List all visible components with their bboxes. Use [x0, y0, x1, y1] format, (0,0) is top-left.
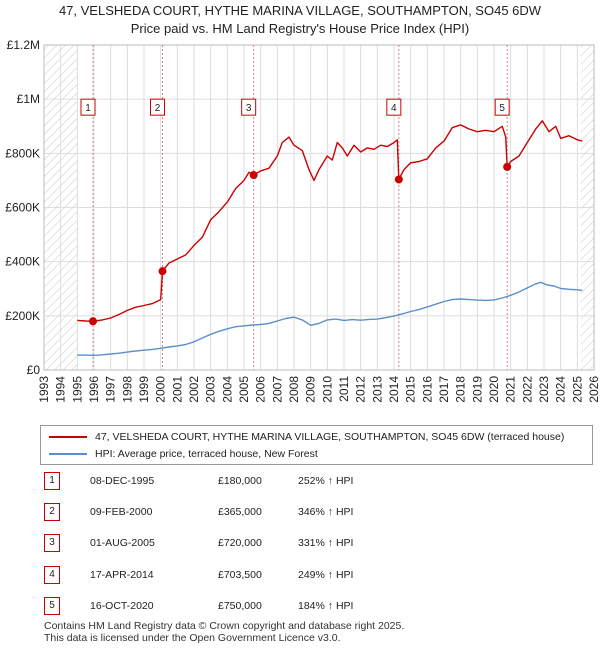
sale-point	[158, 267, 167, 276]
sale-point	[394, 175, 403, 184]
footer: Contains HM Land Registry data © Crown c…	[44, 620, 404, 644]
x-tick-label: 1996	[87, 376, 101, 403]
x-tick-label: 2000	[154, 376, 168, 403]
x-tick-label: 2006	[254, 376, 268, 403]
sale-row: 4 17-APR-2014 £703,500 249% ↑ HPI	[40, 566, 480, 584]
sale-point	[89, 317, 97, 326]
x-tick-label: 2017	[437, 376, 451, 403]
sale-price: £180,000	[218, 475, 262, 487]
x-tick-label: 2013	[370, 376, 384, 403]
x-tick-label: 2002	[187, 376, 201, 403]
sale-number: 3	[44, 534, 60, 552]
hpi-line	[77, 281, 583, 357]
x-tick-label: 2025	[570, 376, 584, 403]
plot-border	[43, 44, 595, 371]
sale-hpi-change: 184% ↑ HPI	[298, 600, 354, 612]
sale-hpi-change: 346% ↑ HPI	[298, 506, 354, 518]
chart-title: 47, VELSHEDA COURT, HYTHE MARINA VILLAGE…	[0, 2, 600, 38]
legend-item-property: 47, VELSHEDA COURT, HYTHE MARINA VILLAGE…	[49, 429, 564, 445]
sale-box	[386, 98, 402, 116]
title-line-2: Price paid vs. HM Land Registry's House …	[130, 21, 470, 36]
x-tick-label: 2011	[337, 376, 351, 402]
property-price-line	[77, 120, 583, 322]
legend-swatch-hpi	[49, 453, 87, 456]
footer-line-1: Contains HM Land Registry data © Crown c…	[44, 620, 405, 632]
sale-date: 01-AUG-2005	[90, 537, 155, 549]
sale-box	[241, 98, 257, 116]
sale-date: 09-FEB-2000	[90, 506, 153, 518]
y-tick-label: £0	[27, 363, 41, 377]
sale-number: 5	[44, 597, 60, 615]
legend-label-property: 47, VELSHEDA COURT, HYTHE MARINA VILLAGE…	[95, 431, 565, 443]
x-tick-label: 1995	[70, 376, 84, 403]
x-tick-label: 1998	[120, 376, 134, 403]
y-tick-label: £400K	[5, 255, 40, 269]
sale-hpi-change: 249% ↑ HPI	[298, 569, 354, 581]
sale-price: £720,000	[218, 537, 262, 549]
y-tick-label: £1M	[17, 92, 40, 106]
sale-box-label: 5	[499, 103, 505, 114]
sale-point	[249, 171, 258, 179]
sale-box-label: 2	[155, 103, 161, 114]
sale-hpi-change: 331% ↑ HPI	[298, 537, 354, 549]
x-tick-label: 1997	[104, 376, 118, 403]
x-tick-label: 1993	[37, 376, 51, 403]
x-tick-label: 2014	[387, 376, 401, 403]
sale-box-label: 4	[391, 103, 397, 114]
sale-number: 2	[44, 503, 60, 521]
sale-price: £750,000	[218, 600, 262, 612]
x-tick-label: 2021	[504, 376, 518, 403]
x-tick-label: 2001	[170, 376, 184, 403]
sale-row: 5 16-OCT-2020 £750,000 184% ↑ HPI	[40, 597, 480, 615]
x-tick-label: 2024	[554, 376, 568, 403]
y-tick-label: £600K	[5, 201, 40, 215]
x-tick-label: 2003	[204, 376, 218, 403]
x-tick-label: 1994	[54, 376, 68, 403]
x-tick-label: 2010	[320, 376, 334, 403]
x-tick-label: 2015	[404, 376, 418, 403]
sale-number: 4	[44, 566, 60, 584]
sale-date: 17-APR-2014	[90, 569, 154, 581]
sale-price: £703,500	[218, 569, 262, 581]
x-tick-label: 2023	[537, 376, 551, 403]
sale-box-label: 3	[246, 103, 252, 114]
x-tick-label: 2008	[287, 376, 301, 403]
x-tick-label: 2016	[420, 376, 434, 403]
sale-box	[494, 98, 510, 116]
x-tick-label: 2022	[520, 376, 534, 403]
y-tick-label: £1.2M	[7, 38, 40, 52]
legend-swatch-property	[49, 436, 87, 439]
x-tick-label: 2005	[237, 376, 251, 403]
sale-point	[503, 162, 512, 171]
sale-box	[80, 98, 96, 116]
sale-price: £365,000	[218, 506, 262, 518]
footer-line-2: This data is licensed under the Open Gov…	[44, 632, 341, 644]
title-line-1: 47, VELSHEDA COURT, HYTHE MARINA VILLAGE…	[58, 3, 542, 18]
sale-date: 16-OCT-2020	[90, 600, 154, 612]
x-tick-label: 2018	[454, 376, 468, 403]
x-tick-label: 2026	[587, 376, 600, 403]
y-tick-label: £800K	[5, 146, 40, 160]
x-tick-label: 2004	[220, 376, 234, 403]
x-tick-label: 2012	[354, 376, 368, 403]
sale-row: 1 08-DEC-1995 £180,000 252% ↑ HPI	[40, 472, 480, 490]
x-tick-label: 2007	[270, 376, 284, 403]
x-tick-label: 2020	[487, 376, 501, 403]
sale-box-label: 1	[85, 103, 91, 114]
legend-item-hpi: HPI: Average price, terraced house, New …	[49, 446, 318, 462]
x-tick-label: 2009	[304, 376, 318, 403]
legend-label-hpi: HPI: Average price, terraced house, New …	[95, 448, 318, 460]
sale-row: 2 09-FEB-2000 £365,000 346% ↑ HPI	[40, 503, 480, 521]
sale-number: 1	[44, 472, 60, 490]
sale-row: 3 01-AUG-2005 £720,000 331% ↑ HPI	[40, 534, 480, 552]
sale-hpi-change: 252% ↑ HPI	[298, 475, 354, 487]
sale-box	[150, 98, 165, 116]
x-tick-label: 1999	[137, 376, 151, 403]
x-tick-label: 2019	[470, 376, 484, 403]
sale-date: 08-DEC-1995	[90, 475, 155, 487]
legend: 47, VELSHEDA COURT, HYTHE MARINA VILLAGE…	[40, 425, 593, 465]
y-tick-label: £200K	[5, 309, 40, 323]
